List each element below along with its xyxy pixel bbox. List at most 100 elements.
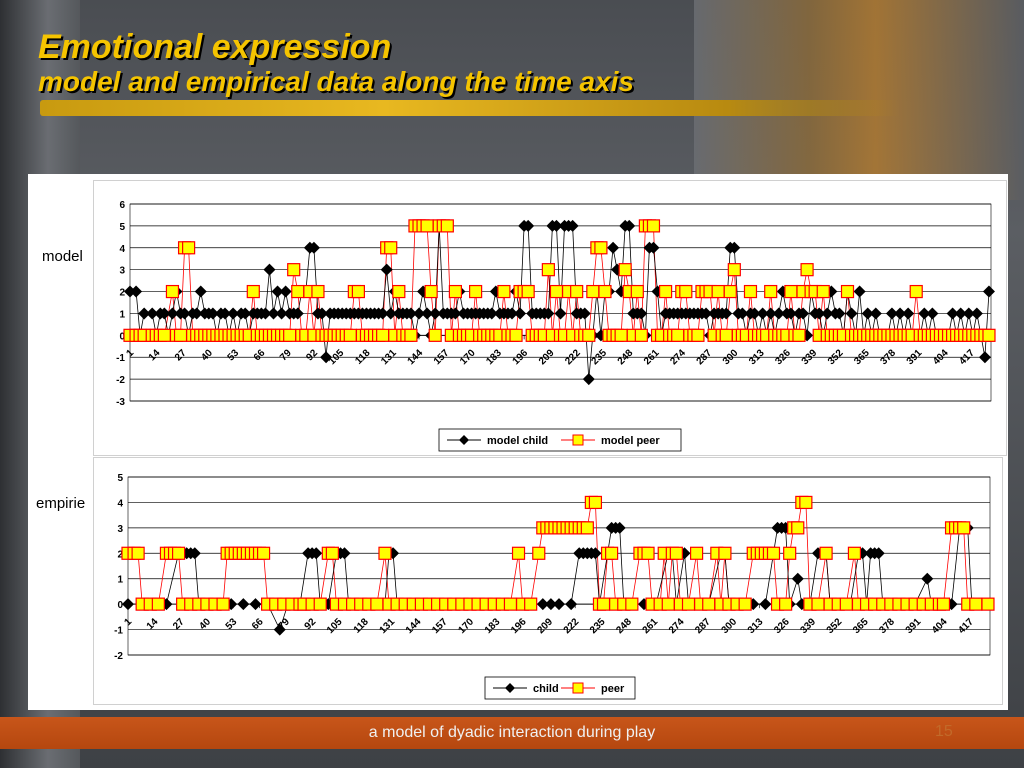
- peer-point: [511, 546, 526, 560]
- child-point: [736, 307, 749, 320]
- y-tick-label: 5: [119, 222, 125, 233]
- child-point: [271, 285, 284, 298]
- peer-point: [157, 328, 171, 342]
- legend-box: [484, 676, 636, 700]
- y-tick-label: -3: [116, 397, 125, 408]
- peer-point: [351, 284, 365, 299]
- child-point: [249, 598, 262, 611]
- child-point: [784, 307, 797, 320]
- child-point: [772, 307, 785, 320]
- empirie-chart-frame: 5 4 3 2 1 0 -1 -2 1 14 27 40 53 66 79 92 105 118 131 144 157…: [93, 457, 1003, 705]
- child-point: [166, 307, 179, 320]
- child-point: [449, 307, 462, 320]
- peer-point: [936, 597, 951, 611]
- peer-point: [799, 495, 813, 510]
- y-tick-label: 1: [117, 575, 123, 586]
- y-tick-label: 3: [119, 266, 125, 277]
- peer-point: [909, 284, 923, 299]
- child-point: [146, 307, 159, 320]
- child-point: [845, 307, 858, 320]
- child-point: [239, 307, 252, 320]
- child-point: [748, 307, 761, 320]
- legend-box: [438, 428, 682, 452]
- peer-point: [151, 597, 165, 611]
- peer-point: [671, 328, 685, 342]
- peer-point: [541, 263, 555, 277]
- peer-point: [503, 597, 518, 611]
- peer-point: [727, 263, 741, 277]
- y-tick-label: 0: [119, 331, 125, 342]
- child-point: [578, 307, 591, 320]
- legend-marker-child: [459, 435, 469, 445]
- legend-label-peer: peer: [601, 683, 625, 695]
- child-point: [978, 351, 991, 364]
- child-point: [421, 307, 434, 320]
- child-point: [623, 219, 636, 232]
- child-point: [122, 598, 134, 611]
- title-underline-brush: [40, 100, 900, 116]
- child-point: [320, 351, 333, 364]
- peer-point: [182, 241, 196, 255]
- child-point: [130, 285, 143, 298]
- child-point: [380, 263, 393, 276]
- peer-point: [131, 546, 145, 560]
- peer-point: [625, 597, 639, 611]
- child-point: [542, 307, 555, 320]
- peer-point: [605, 546, 619, 560]
- peer-point: [171, 546, 186, 560]
- peer-point: [509, 328, 523, 342]
- peer-point: [646, 219, 661, 233]
- child-point: [307, 241, 320, 254]
- child-point: [613, 521, 626, 534]
- y-tick-label: 3: [117, 524, 123, 535]
- peer-point: [711, 284, 725, 299]
- slide-title-subtitle: model and empirical data along the time …: [38, 66, 634, 97]
- peer-point: [173, 328, 188, 342]
- child-point: [918, 307, 931, 320]
- child-point: [190, 307, 203, 320]
- peer-point: [689, 546, 704, 560]
- child-point: [589, 547, 602, 560]
- peer-point: [448, 284, 463, 299]
- child-point: [813, 307, 826, 320]
- child-point: [582, 373, 595, 386]
- child-point: [413, 307, 426, 320]
- peer-point: [594, 241, 608, 255]
- child-point: [962, 307, 975, 320]
- peer-point: [661, 597, 675, 611]
- child-point: [902, 307, 915, 320]
- child-point: [158, 307, 171, 320]
- peer-point: [384, 241, 398, 255]
- y-tick-label: -1: [116, 353, 125, 364]
- y-tick-label: 4: [117, 498, 123, 509]
- child-point: [273, 623, 286, 636]
- y-tick-label: -2: [116, 375, 125, 386]
- child-point: [536, 598, 549, 611]
- child-point: [700, 307, 713, 320]
- peer-point: [764, 284, 778, 299]
- child-point: [759, 598, 772, 611]
- peer-point: [783, 546, 797, 560]
- y-tick-label: 2: [119, 288, 125, 299]
- plot-area: [129, 203, 992, 402]
- child-point: [926, 307, 939, 320]
- peer-point: [598, 284, 612, 299]
- child-point: [647, 241, 660, 254]
- child-point: [869, 307, 882, 320]
- model-chart-frame: 6 5 4 3 2 1 0 -1 -2 -3 1 14 27 40 53 66 79 92 105 118 131 144…: [93, 180, 1007, 456]
- peer-point: [370, 597, 384, 611]
- child-point: [310, 547, 323, 560]
- y-tick-label: -1: [114, 626, 123, 637]
- child-point: [566, 219, 579, 232]
- child-point: [720, 307, 733, 320]
- peer-point: [420, 219, 434, 233]
- legend-label-child: child: [533, 683, 559, 695]
- slide-title-main: Emotional expression: [38, 28, 392, 66]
- peer-point: [784, 284, 798, 299]
- child-point: [553, 598, 565, 611]
- legend-label-peer: model peer: [601, 435, 660, 447]
- legend-marker-child: [505, 683, 515, 693]
- chart-legend: model child model peer: [438, 428, 682, 452]
- child-point: [635, 307, 648, 320]
- child-point: [316, 307, 329, 320]
